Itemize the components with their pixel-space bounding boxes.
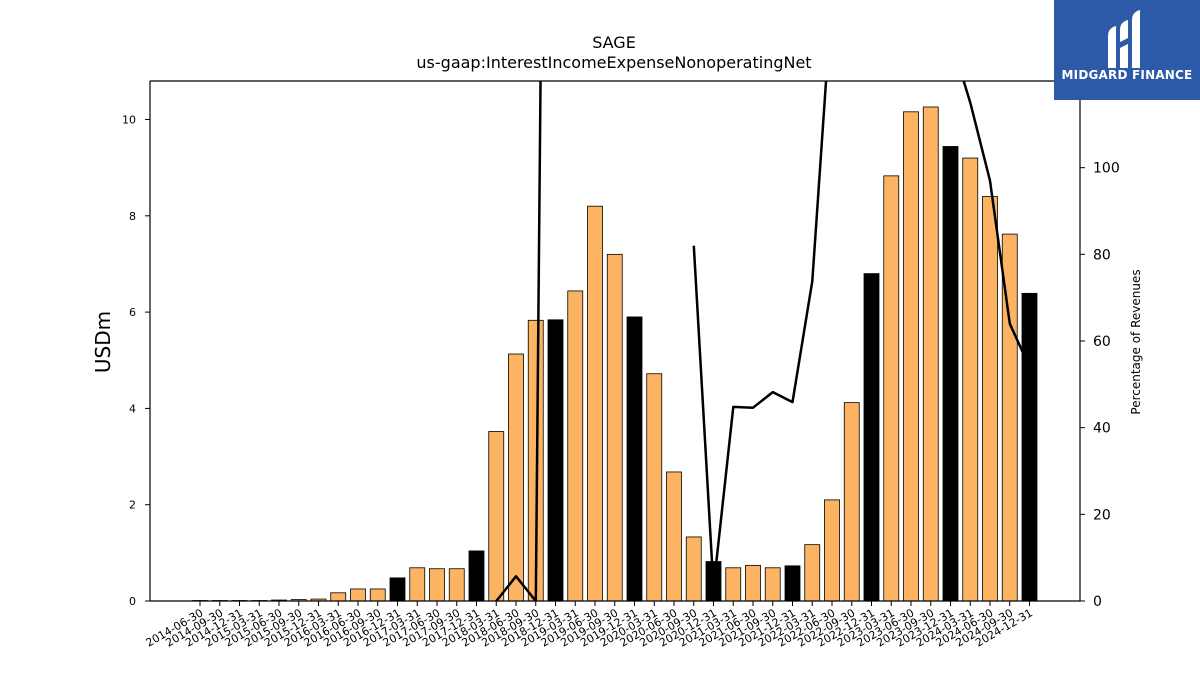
y-tick-label: 8 [129, 210, 136, 223]
bar-2020-06-30 [666, 471, 682, 602]
y-tick-label: 0 [129, 595, 136, 608]
bar-2016-09-30 [369, 588, 386, 602]
y-axis-label: USDm [91, 311, 115, 373]
bar-2017-03-31 [409, 567, 426, 602]
y-tick-label: 6 [129, 306, 136, 319]
bar-2017-06-30 [429, 568, 445, 602]
bar-2024-06-30 [982, 196, 998, 602]
bar-2024-03-31 [962, 157, 979, 602]
bar-2017-12-31 [468, 550, 485, 602]
y2-tick-label: 100 [1093, 161, 1120, 177]
bar-2016-12-31 [389, 577, 406, 602]
bar-2022-12-31 [863, 273, 880, 602]
bar-2019-06-30 [587, 205, 603, 602]
bar-2016-03-31 [330, 592, 347, 602]
y2-tick-label: 0 [1093, 594, 1102, 610]
bar-2020-09-30 [685, 536, 702, 602]
y2-tick-label: 80 [1093, 247, 1111, 263]
pct-revenues-line-segment-1 [692, 81, 828, 590]
bar-2022-03-31 [804, 544, 821, 602]
midgard-finance-logo: MIDGARD FINANCE [1054, 0, 1200, 100]
y2-tick-label: 20 [1093, 507, 1111, 523]
bar-2016-06-30 [350, 588, 366, 602]
bar-2022-09-30 [843, 402, 860, 602]
y2-tick-label: 60 [1093, 334, 1111, 350]
y-tick-label: 4 [129, 402, 136, 415]
y2-axis-label: Percentage of Revenues [1129, 269, 1143, 414]
bar-2021-09-30 [764, 567, 781, 602]
y2-tick-label: 40 [1093, 421, 1111, 437]
logo-text: MIDGARD FINANCE [1061, 68, 1193, 82]
bar-2017-09-30 [448, 568, 465, 602]
bar-2023-12-31 [942, 146, 959, 602]
midgard-logo-icon [1108, 10, 1140, 68]
bar-2019-03-31 [567, 290, 584, 602]
bar-2018-12-31 [547, 319, 564, 602]
bar-series [192, 106, 1038, 602]
bar-2023-03-31 [883, 175, 900, 602]
bar-2018-03-31 [488, 431, 505, 602]
bar-2018-06-30 [508, 353, 524, 602]
bar-2019-09-30 [606, 253, 623, 602]
bar-2021-06-30 [745, 564, 761, 602]
bar-2021-03-31 [725, 567, 742, 602]
bar-2023-09-30 [922, 106, 939, 602]
bar-2021-12-31 [784, 565, 801, 602]
bar-2023-06-30 [903, 111, 919, 602]
y-tick-label: 2 [129, 499, 136, 512]
bar-2020-03-31 [646, 373, 663, 602]
bar-2022-06-30 [824, 499, 840, 602]
chart-subtitle: us-gaap:InterestIncomeExpenseNonoperatin… [416, 53, 811, 72]
y-tick-label: 10 [122, 114, 136, 127]
bar-2019-12-31 [626, 316, 643, 602]
chart-title: SAGE [592, 33, 636, 52]
bar-2024-12-31 [1021, 292, 1038, 602]
pct-revenues-line-segment-0 [495, 81, 542, 601]
